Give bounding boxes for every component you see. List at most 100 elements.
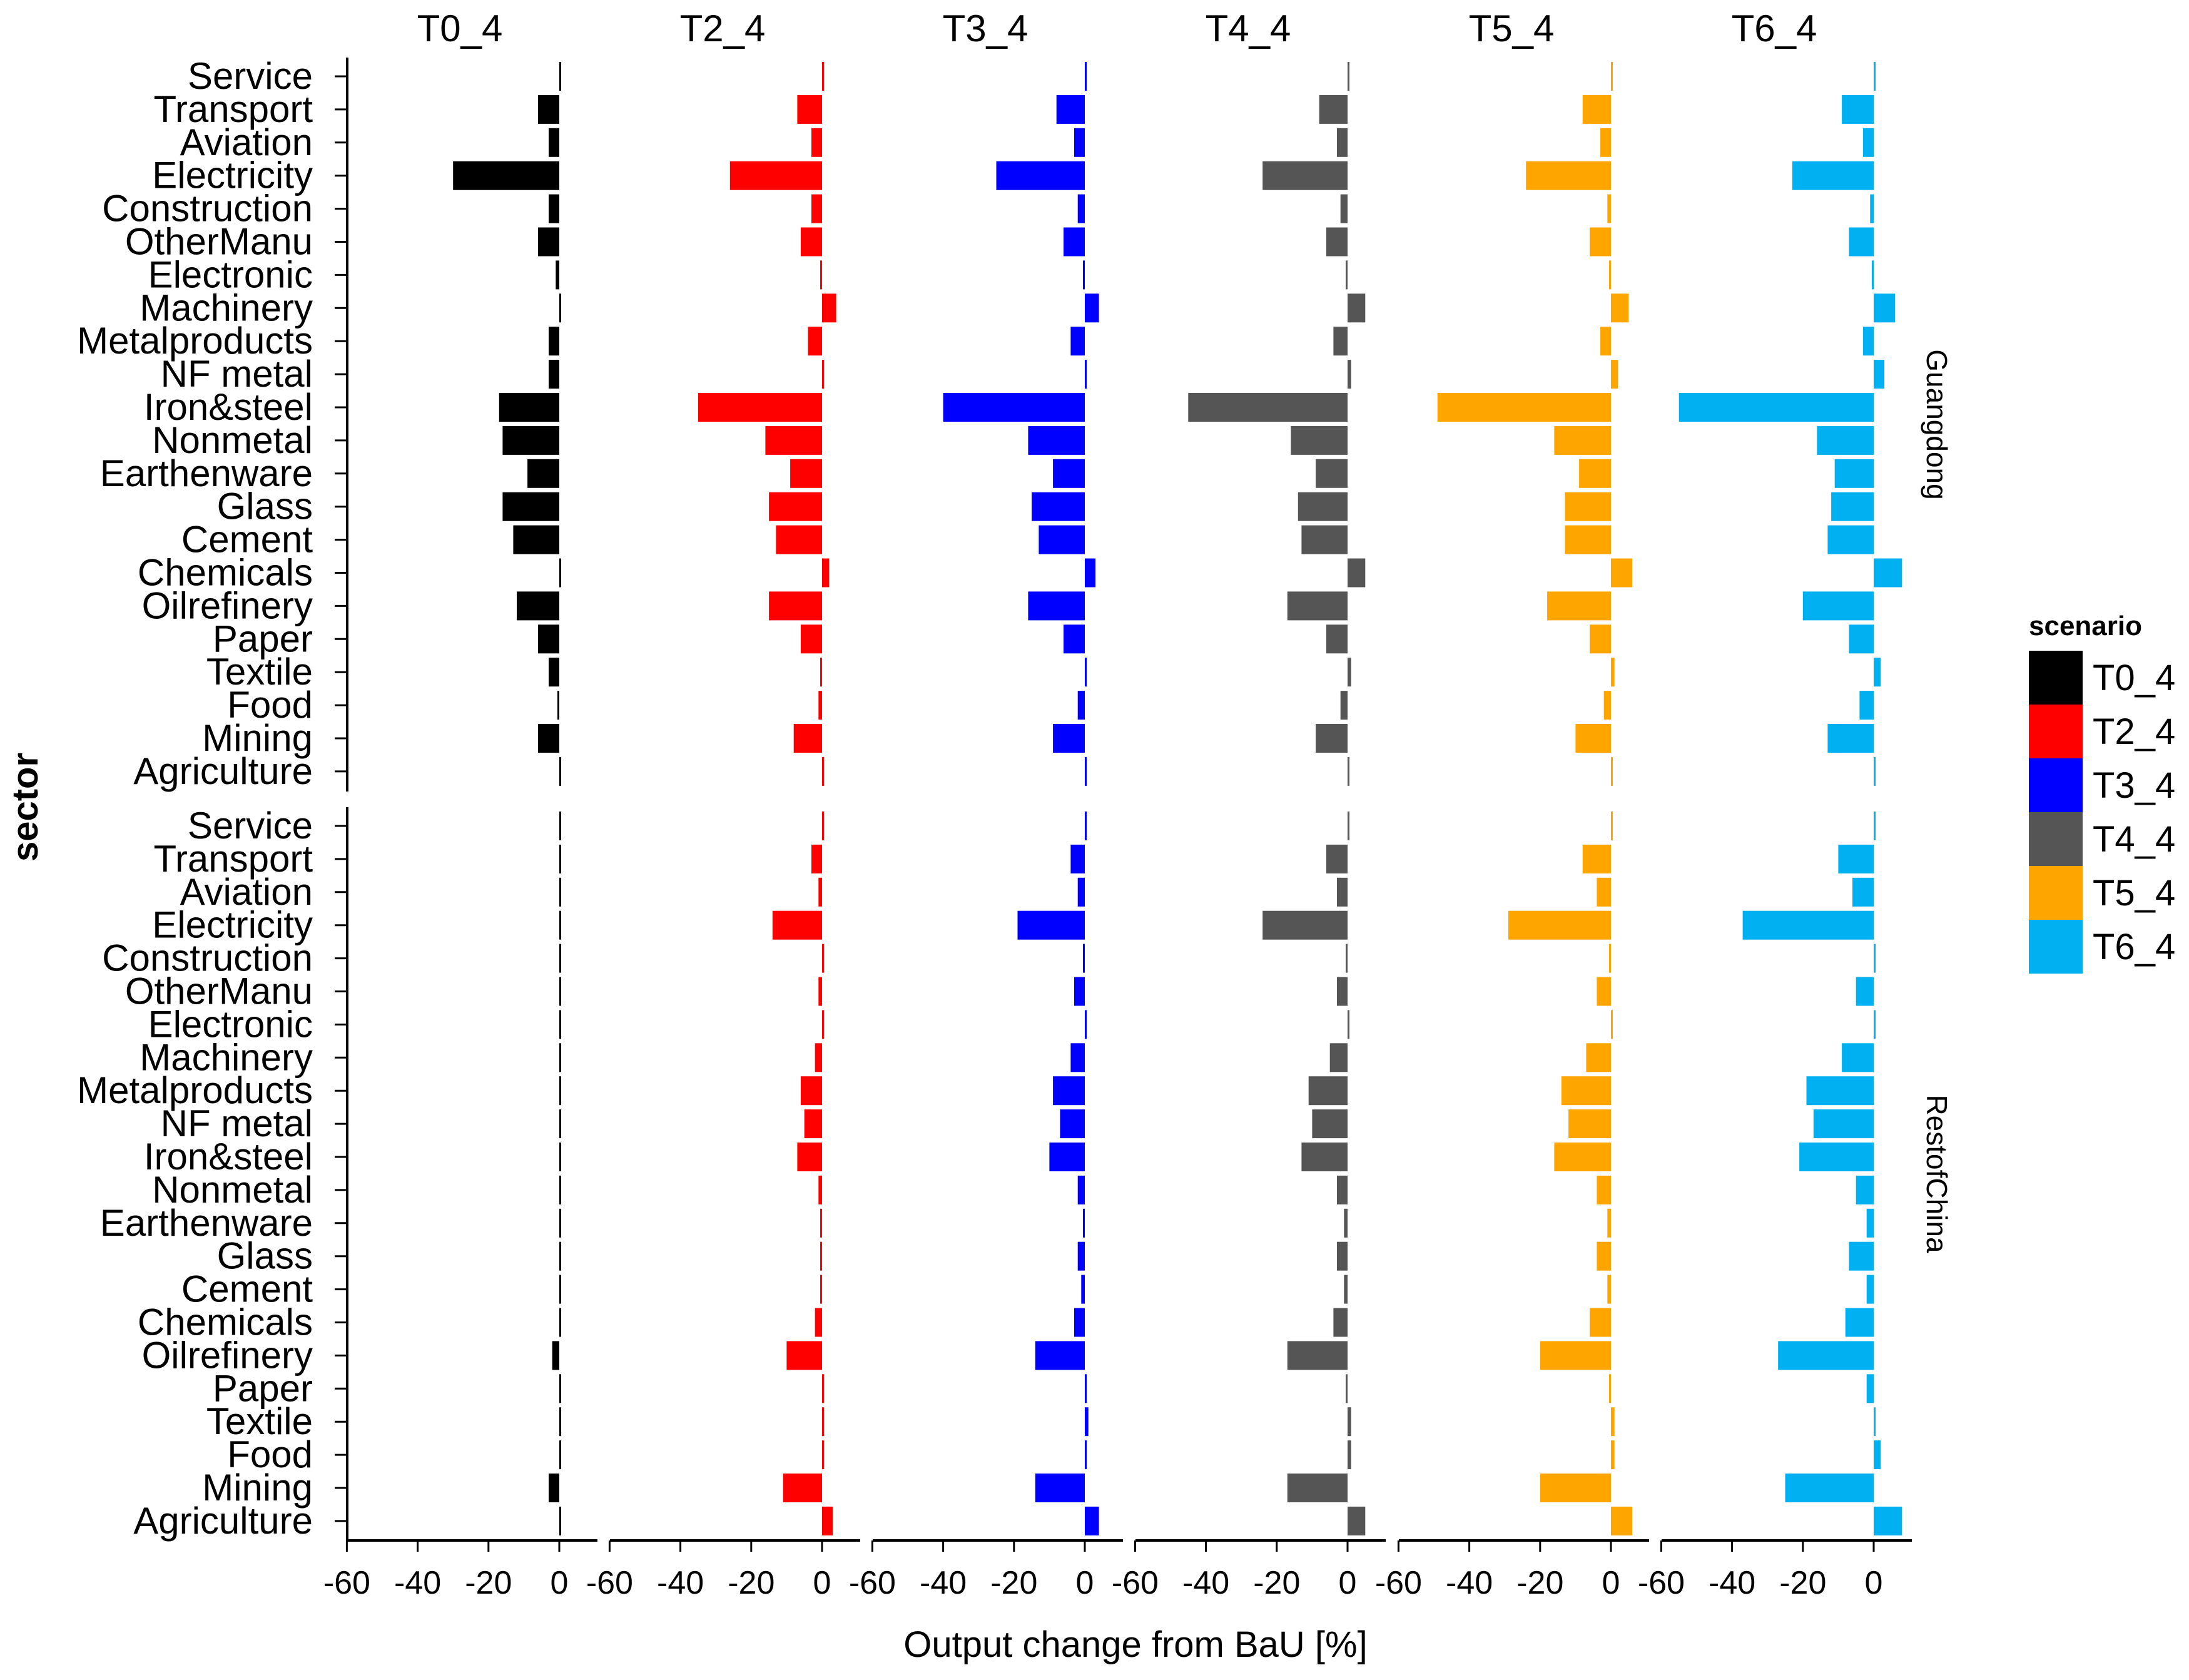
bar-t5-4-restofchina-machinery [1586,1043,1611,1072]
bar-t2-4-restofchina-nf-metal [804,1109,822,1139]
x-tick-label: -40 [394,1565,441,1601]
bar-t2-4-restofchina-food [822,1440,824,1470]
bar-t0-4-restofchina-chemicals [559,1308,561,1337]
bar-t2-4-guangdong-glass [769,492,822,521]
bar-t4-4-guangdong-construction [1340,194,1348,223]
bar-t0-4-guangdong-metalproducts [549,327,559,356]
bar-t0-4-guangdong-food [557,691,559,720]
legend-key-t0-4 [2029,651,2083,705]
sector-label-othermanu: OtherManu [125,970,313,1012]
bar-t2-4-restofchina-othermanu [818,977,822,1006]
sector-label-mining: Mining [202,1467,313,1509]
bar-t2-4-guangdong-ironandsteel [698,393,822,422]
x-tick-label: -40 [1709,1565,1755,1601]
strip-label-restofchina: RestofChina [1921,1094,1953,1253]
bar-t3-4-restofchina-mining [1035,1474,1085,1502]
sector-label-nf-metal: NF metal [161,353,313,395]
bar-t3-4-restofchina-service [1085,812,1087,840]
bar-t0-4-guangdong-nonmetal [502,425,559,455]
bar-t4-4-restofchina-textile [1348,1407,1351,1437]
x-tick-label: -40 [657,1565,704,1601]
bar-t0-4-restofchina-glass [559,1241,561,1271]
bar-t4-4-restofchina-paper [1346,1374,1348,1403]
sector-label-metalproducts: Metalproducts [77,1069,313,1111]
bar-t0-4-restofchina-nonmetal [559,1175,561,1204]
bar-t3-4-guangdong-electronic [1083,260,1085,290]
bar-t2-4-restofchina-cement [820,1275,822,1304]
bar-t6-4-restofchina-metalproducts [1806,1076,1874,1106]
bar-t2-4-restofchina-textile [822,1407,824,1437]
bar-t6-4-restofchina-electronic [1874,1010,1876,1039]
bar-t3-4-guangdong-earthenware [1053,459,1085,488]
bar-t6-4-guangdong-textile [1874,658,1881,687]
bar-t3-4-restofchina-glass [1077,1241,1085,1271]
bar-t6-4-guangdong-aviation [1863,128,1874,157]
bar-t2-4-guangdong-machinery [822,293,836,323]
legend-label-t2-4: T2_4 [2093,711,2175,752]
bar-t0-4-guangdong-mining [538,724,559,753]
bar-t3-4-restofchina-metalproducts [1053,1076,1085,1106]
bar-t6-4-guangdong-nf-metal [1874,360,1884,389]
bar-t3-4-restofchina-paper [1085,1374,1087,1403]
sector-labels: ServiceTransportAviationElectricityConst… [77,55,313,1542]
x-tick-label: -60 [849,1565,896,1601]
bar-t6-4-restofchina-earthenware [1866,1208,1874,1238]
facet-title-t0-4: T0_4 [417,8,503,49]
bar-t5-4-restofchina-glass [1597,1241,1611,1271]
sector-label-service: Service [188,55,313,97]
x-tick-label: -60 [323,1565,370,1601]
x-tick-label: -20 [990,1565,1037,1601]
bar-t3-4-restofchina-electricity [1017,910,1085,940]
facet-title-t5-4: T5_4 [1469,8,1555,49]
bar-t2-4-restofchina-chemicals [815,1308,822,1337]
bar-t3-4-restofchina-cement [1081,1275,1085,1304]
bar-t4-4-guangdong-paper [1326,624,1348,654]
bar-t5-4-restofchina-construction [1609,944,1611,973]
bar-t0-4-restofchina-ironandsteel [559,1143,561,1171]
bar-t6-4-restofchina-textile [1874,1407,1876,1437]
bar-t6-4-guangdong-cement [1827,525,1874,554]
bar-t3-4-restofchina-food [1085,1440,1087,1470]
sector-label-nonmetal: Nonmetal [152,419,313,461]
x-tick-label: 0 [551,1565,569,1601]
x-tick-label: -40 [920,1565,967,1601]
sector-label-oilrefinery: Oilrefinery [142,584,313,626]
bar-t3-4-guangdong-metalproducts [1070,327,1085,356]
bar-t6-4-guangdong-machinery [1874,293,1895,323]
bar-t3-4-restofchina-transport [1070,844,1085,873]
legend-title: scenario [2029,611,2142,641]
bar-t4-4-restofchina-cement [1344,1275,1348,1304]
x-tick-label: -60 [1112,1565,1159,1601]
bar-t6-4-restofchina-transport [1838,844,1874,873]
sector-label-construction: Construction [102,937,313,979]
bar-t3-4-guangdong-aviation [1074,128,1085,157]
sector-label-textile: Textile [206,1400,313,1442]
bar-t5-4-guangdong-nf-metal [1611,360,1618,389]
bar-t2-4-restofchina-paper [822,1374,824,1403]
bar-t5-4-guangdong-food [1603,691,1611,720]
bar-t6-4-guangdong-chemicals [1874,558,1902,588]
bar-t6-4-guangdong-construction [1870,194,1874,223]
bar-t6-4-restofchina-construction [1874,944,1876,973]
sector-label-nf-metal: NF metal [161,1102,313,1144]
bar-t4-4-guangdong-chemicals [1348,558,1366,588]
bar-t2-4-restofchina-oilrefinery [786,1341,822,1370]
bar-t5-4-guangdong-glass [1565,492,1611,521]
bar-t4-4-guangdong-cement [1301,525,1348,554]
x-axis-title: Output change from BaU [%] [903,1624,1367,1665]
bar-t3-4-guangdong-nonmetal [1028,425,1085,455]
x-tick-label: -20 [1516,1565,1563,1601]
bar-t6-4-restofchina-electricity [1742,910,1874,940]
bar-t5-4-guangdong-earthenware [1579,459,1611,488]
bar-t6-4-guangdong-mining [1827,724,1874,753]
bar-t3-4-restofchina-ironandsteel [1049,1143,1085,1171]
bar-t2-4-guangdong-transport [797,94,822,124]
facet-title-t4-4: T4_4 [1206,8,1291,49]
bar-t3-4-guangdong-food [1077,691,1085,720]
bar-t3-4-guangdong-mining [1053,724,1085,753]
bar-t5-4-restofchina-othermanu [1597,977,1611,1006]
legend-label-t4-4: T4_4 [2093,819,2175,860]
bar-t0-4-guangdong-construction [549,194,559,223]
bar-t2-4-guangdong-food [818,691,822,720]
bar-t4-4-guangdong-oilrefinery [1287,591,1348,621]
